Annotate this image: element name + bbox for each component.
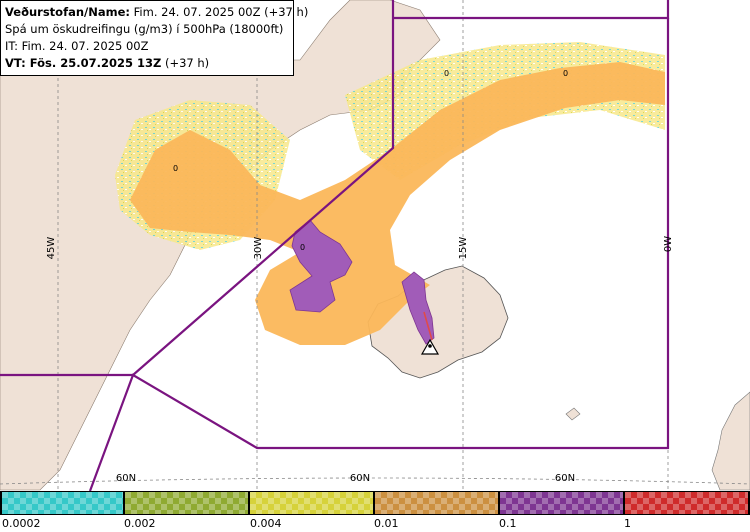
legend-swatch <box>375 491 500 515</box>
contour-label: 0 <box>300 243 305 252</box>
forecast-info-box: Veðurstofan/Name: Fim. 24. 07. 2025 00Z … <box>0 0 308 76</box>
valid-time-offset: (+37 h) <box>164 56 210 70</box>
lon-label-45w: 45W <box>46 237 57 260</box>
legend-tick-label: 0.01 <box>374 517 399 530</box>
legend-tick-label: 1 <box>624 517 631 530</box>
lat-label-60n-center: 60N <box>350 473 370 484</box>
faroe-islands <box>565 407 581 421</box>
contour-label: 0 <box>444 69 449 78</box>
ash-highest-concentration-core <box>423 311 433 341</box>
ash-high-concentration-area <box>289 219 353 313</box>
lon-label-15w: 15W <box>458 237 469 260</box>
legend-tick-label: 0.004 <box>250 517 282 530</box>
legend-tick-label: 0.0002 <box>2 517 41 530</box>
lon-label-0w: 0W <box>663 236 674 252</box>
legend-swatch <box>250 491 375 515</box>
initial-time: IT: Fim. 24. 07. 2025 00Z <box>5 39 149 53</box>
lon-label-30w: 30W <box>253 237 264 260</box>
fir-boundary <box>0 0 670 492</box>
contour-label: 0 <box>563 69 568 78</box>
ash-high-concentration-plume <box>401 271 435 345</box>
legend-tick-label: 0.002 <box>124 517 156 530</box>
legend-tick-label: 0.1 <box>499 517 517 530</box>
valid-time-label: VT: Fös. 25.07.2025 13Z <box>5 56 162 70</box>
volcano-point-icon <box>428 344 432 348</box>
lat-label-60n-right: 60N <box>555 473 575 484</box>
concentration-legend: 0.0002 0.002 0.004 0.01 0.1 1 <box>0 491 750 532</box>
contour-label: 0 <box>173 164 178 173</box>
product-name-label: Veðurstofan/Name: <box>5 5 130 19</box>
legend-swatch <box>125 491 250 515</box>
scandinavia-coast <box>711 391 750 491</box>
forecast-description: Spá um öskudreifingu (g/m3) í 500hPa (18… <box>5 22 284 36</box>
legend-swatch <box>625 491 750 515</box>
product-name-value: Fim. 24. 07. 2025 00Z (+37 h) <box>133 5 309 19</box>
legend-swatch <box>500 491 625 515</box>
parallel-lines <box>0 477 750 485</box>
legend-swatch <box>0 491 125 515</box>
ash-medium-band <box>130 62 665 345</box>
lat-label-60n-left: 60N <box>116 473 136 484</box>
